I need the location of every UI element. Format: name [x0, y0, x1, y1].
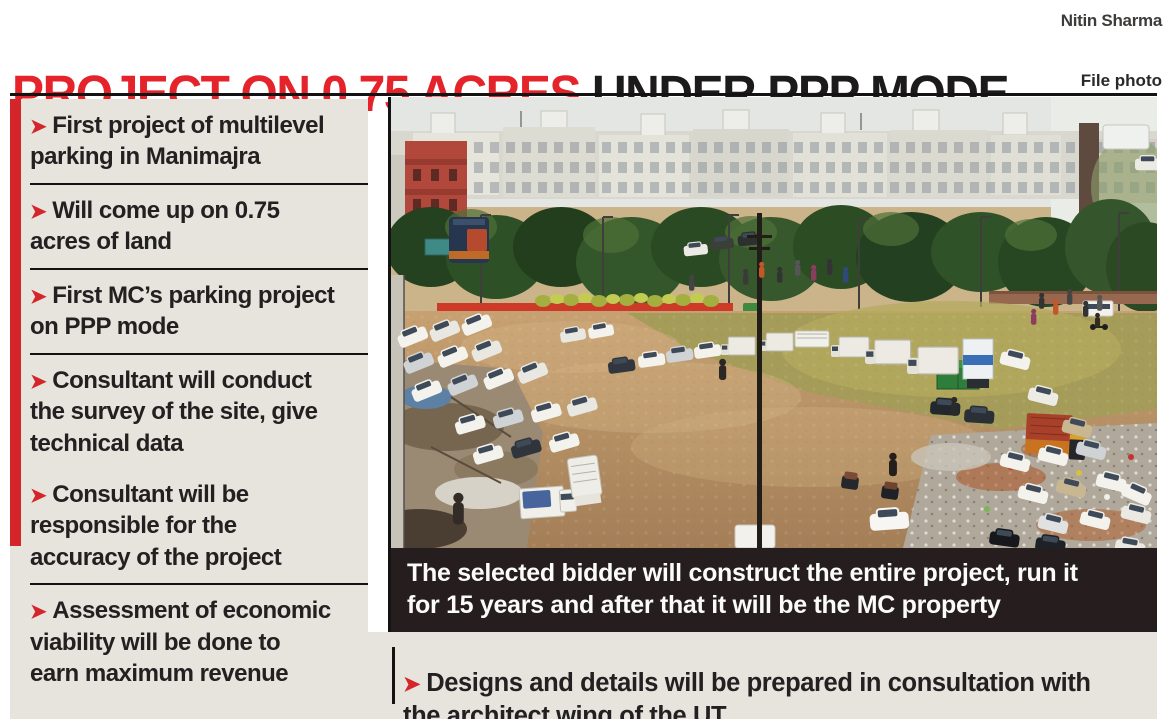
photo-people [453, 258, 1108, 525]
arrow-bullet-icon: ➤ [30, 200, 47, 223]
photo-block: The selected bidder will construct the e… [388, 97, 1160, 632]
arrow-bullet-icon: ➤ [30, 484, 47, 507]
fact-box-panel [10, 99, 368, 719]
arrow-bullet-icon: ➤ [30, 116, 47, 138]
note-divider [392, 647, 395, 704]
bottom-note: ➤ Designs and details will be prepared in… [403, 668, 1091, 719]
arrow-bullet-icon: ➤ [30, 601, 47, 624]
parking-lot-photo [391, 97, 1157, 548]
photo-caption: The selected bidder will construct the e… [391, 548, 1157, 632]
left-accent-bar [10, 99, 21, 546]
list-item: ➤ Will come up on 0.75 acres of land [30, 185, 368, 270]
bottom-band [10, 632, 1157, 719]
arrow-bullet-icon: ➤ [30, 285, 47, 308]
photo-trees [391, 137, 1157, 312]
file-photo-label: File photo [1080, 71, 1162, 90]
list-item: ➤ First project of multilevel parking in M… [30, 100, 368, 185]
photo-junk-foreground [391, 275, 543, 548]
list-item: ➤ Consultant will be responsible for the ac… [30, 469, 368, 586]
photo-utility-pole [747, 213, 772, 548]
arrow-bullet-icon: ➤ [403, 672, 421, 696]
header-divider [10, 93, 1157, 96]
list-item: ➤ Consultant will conduct the survey of th… [30, 366, 318, 457]
arrow-bullet-icon: ➤ [30, 370, 47, 393]
list-item: ➤ First MC’s parking project on PPP mode [30, 270, 368, 355]
fact-list: ➤ First project of multilevel parking in M… [30, 100, 368, 700]
photographer-credit: Nitin Sharma [1060, 11, 1163, 30]
list-item: ➤ Assessment of economic viability will be… [30, 597, 331, 688]
